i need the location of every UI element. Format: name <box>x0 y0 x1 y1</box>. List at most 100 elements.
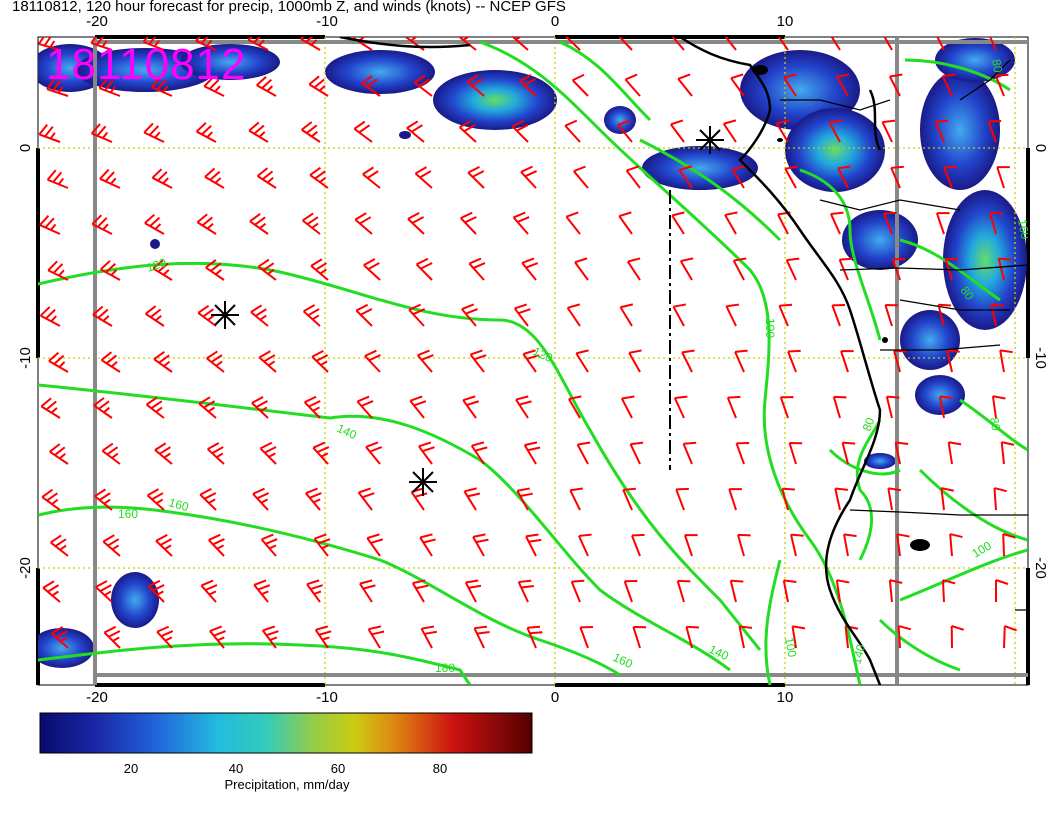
wind-barb <box>685 625 700 649</box>
wind-barb <box>247 37 269 51</box>
wind-barbs <box>38 37 1017 649</box>
wind-barb <box>470 441 488 465</box>
wind-barb <box>207 442 225 465</box>
wind-barb <box>103 625 121 649</box>
lon-tick-label: 10 <box>777 13 794 30</box>
wind-barb <box>206 350 225 373</box>
lon-labels-bottom: -20 -10 0 10 <box>86 689 793 706</box>
wind-barb <box>574 257 589 281</box>
wind-barb <box>730 73 745 97</box>
wind-barb <box>943 165 957 189</box>
wind-barb <box>947 441 962 465</box>
wind-barb <box>151 168 173 189</box>
contour-label: 80 <box>989 58 1005 74</box>
wind-barb <box>95 580 113 603</box>
height-contours <box>38 40 1028 685</box>
wind-barb <box>885 395 900 419</box>
wind-barb <box>888 579 903 603</box>
lat-labels-left: 0 -10 -20 <box>17 144 34 579</box>
wind-barb <box>92 305 113 327</box>
wind-barb <box>631 533 645 557</box>
wind-barb <box>406 120 425 143</box>
wind-barb <box>200 579 218 603</box>
wind-barb <box>367 625 385 649</box>
wind-barb <box>880 37 893 51</box>
wind-barb <box>831 303 846 327</box>
wind-barb <box>1002 533 1016 557</box>
wind-barb <box>787 349 801 373</box>
wind-barb <box>517 579 534 603</box>
wind-barb <box>988 211 1003 235</box>
wind-barb <box>575 349 589 373</box>
wind-barb <box>671 211 685 235</box>
wind-barb <box>310 258 329 281</box>
wind-barb <box>894 441 909 465</box>
wind-barb <box>205 259 225 281</box>
wind-barb <box>893 349 907 373</box>
contour-label: 80 <box>987 416 1003 432</box>
wind-barb <box>672 303 687 327</box>
wind-barb <box>151 77 173 97</box>
contour-label: 180 <box>435 661 455 675</box>
wind-barb <box>142 37 165 51</box>
wind-barb <box>302 304 321 327</box>
wind-barb <box>946 349 960 373</box>
wind-barb <box>835 579 850 603</box>
wind-barb <box>996 166 1010 189</box>
wind-barb <box>154 442 173 465</box>
wind-barb <box>467 165 485 189</box>
contour-label: 140 <box>849 642 868 665</box>
wind-barb <box>782 579 797 603</box>
wind-barb <box>196 213 217 235</box>
wind-barb <box>738 625 753 649</box>
wind-barb <box>523 441 541 465</box>
wind-barb <box>629 441 644 465</box>
wind-barb <box>147 579 165 603</box>
wind-barb <box>788 441 803 465</box>
wind-barb <box>623 580 638 603</box>
wind-barb <box>143 122 165 143</box>
wind-barb <box>42 580 61 603</box>
wind-barb <box>98 77 121 97</box>
wind-barb <box>726 395 741 419</box>
contour-label: 160 <box>167 495 190 514</box>
wind-barb <box>257 258 277 281</box>
wind-barb <box>458 37 477 51</box>
wind-barb <box>90 123 113 143</box>
lon-tick-label: 0 <box>551 13 559 30</box>
wind-barb <box>252 487 270 511</box>
wind-barb <box>303 395 321 419</box>
wind-barb <box>568 395 582 419</box>
wind-barb <box>840 350 854 373</box>
wind-barb <box>258 350 277 373</box>
wind-barb <box>622 487 636 511</box>
wind-barb <box>461 303 478 327</box>
wind-barb <box>578 533 592 557</box>
wind-barb <box>464 579 482 603</box>
wind-barb <box>882 211 897 235</box>
wind-barb <box>40 397 61 419</box>
wind-barb <box>569 487 583 511</box>
wind-barb <box>311 349 329 373</box>
wind-barb <box>888 73 903 97</box>
wind-barb <box>309 166 329 189</box>
wind-barb <box>941 579 956 603</box>
lat-tick-label: -20 <box>1032 557 1049 579</box>
wind-barb <box>579 625 594 649</box>
lon-tick-label: -20 <box>86 689 108 706</box>
wind-barb <box>721 37 737 51</box>
wind-barb <box>306 579 323 603</box>
wind-barb <box>198 396 217 419</box>
wind-barb <box>675 487 689 511</box>
lat-tick-label: 0 <box>17 144 34 152</box>
wind-barb <box>684 534 698 557</box>
wind-barb <box>146 488 165 511</box>
wind-barb <box>571 73 589 97</box>
wind-barb <box>519 74 537 97</box>
wind-barb <box>38 37 61 51</box>
wind-barb <box>625 165 641 189</box>
wind-barb <box>520 165 538 189</box>
wind-barb <box>830 211 844 235</box>
wind-barb <box>361 75 381 97</box>
wind-barb <box>199 487 217 511</box>
